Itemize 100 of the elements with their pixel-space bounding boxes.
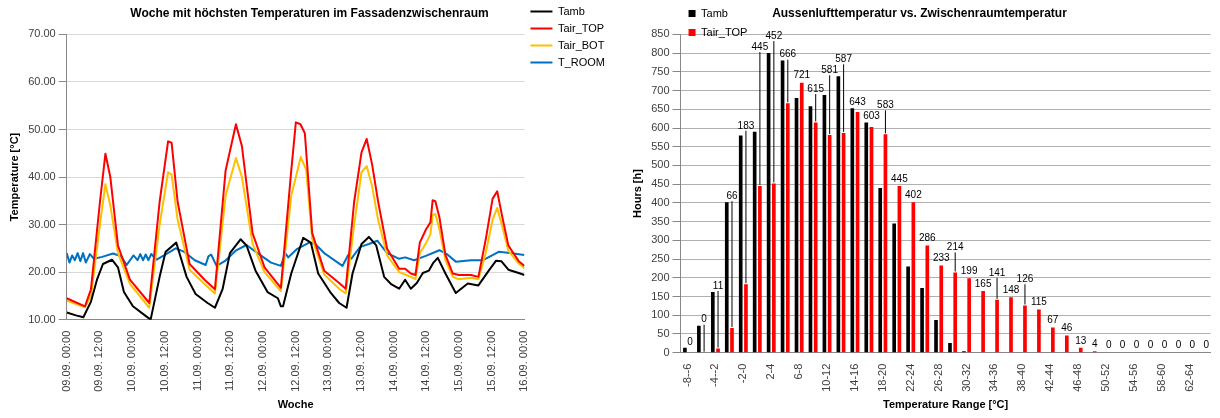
data-label: 115 (1030, 296, 1048, 308)
x-tick-label: 16.09. 00:00 (517, 330, 530, 392)
bar (953, 272, 958, 353)
x-tick-label: 14.09. 12:00 (419, 330, 432, 392)
x-tick-label: 10.09. 00:00 (125, 330, 138, 392)
legend-label: Tamb (557, 4, 585, 17)
data-label: 0 (1189, 339, 1196, 351)
bar (730, 327, 734, 353)
legend-label: Tair_TOP (557, 21, 605, 34)
bar (925, 245, 930, 353)
x-tick-label: 38-40 (1015, 363, 1028, 392)
data-label: 445 (751, 40, 769, 52)
chart-title: Aussenlufttemperatur vs. Zwischenraumtemperatur (772, 5, 1068, 20)
x-tick-label: 09.09. 12:00 (92, 330, 105, 392)
bar (813, 122, 818, 353)
x-tick-label: 62-64 (1182, 363, 1195, 392)
data-label: 721 (793, 69, 811, 81)
data-label: 165 (974, 277, 992, 289)
y-axis-title: Hours [h] (630, 168, 643, 218)
x-tick-label: 14-16 (847, 363, 860, 392)
y-tick-label: 20.00 (28, 265, 56, 278)
data-label: 67 (1047, 314, 1059, 326)
x-tick-label: 34-36 (987, 363, 1000, 392)
bar (785, 103, 790, 353)
y-tick-label: 300 (651, 233, 670, 246)
x-tick-label: 15.09. 12:00 (484, 330, 497, 392)
x-tick-label: 11.09. 12:00 (223, 330, 236, 391)
data-label: 0 (1105, 339, 1112, 351)
bar (697, 325, 701, 353)
bar (934, 320, 938, 353)
y-tick-label: 100 (651, 308, 670, 321)
data-label: 445 (891, 172, 909, 184)
y-tick-label: 0 (663, 345, 670, 358)
bar (981, 290, 985, 353)
bar (772, 183, 776, 353)
x-tick-label: 22-24 (903, 363, 916, 392)
y-tick-label: 550 (651, 139, 670, 152)
bar (892, 223, 896, 353)
bar (1064, 335, 1069, 353)
y-tick-label: 40.00 (28, 170, 56, 183)
data-label: 199 (960, 264, 978, 276)
bar (1009, 297, 1013, 353)
x-tick-label: -4--2 (708, 363, 721, 387)
y-tick-label: 400 (651, 195, 670, 208)
bar (738, 135, 743, 353)
data-label: 233 (932, 252, 951, 264)
legend-label: Tair_TOP (701, 25, 748, 38)
y-tick-label: 750 (651, 64, 670, 77)
x-tick-label: 13.09. 00:00 (321, 330, 334, 392)
data-label: 66 (726, 189, 738, 201)
data-label: 0 (1175, 339, 1182, 351)
y-axis-title: Temperature [°C] (7, 132, 20, 222)
data-label: 0 (701, 313, 708, 325)
data-label: 615 (807, 82, 825, 94)
data-label: 0 (1147, 339, 1154, 351)
x-tick-label: 26-28 (931, 363, 944, 392)
bar (878, 187, 883, 353)
y-tick-label: 10.00 (28, 312, 56, 325)
y-tick-label: 150 (651, 289, 670, 302)
data-label: 0 (687, 335, 694, 347)
bar (724, 202, 729, 353)
y-tick-label: 500 (651, 158, 670, 171)
data-label: 11 (712, 279, 724, 291)
y-tick-label: 450 (651, 177, 670, 190)
bar (799, 82, 804, 353)
data-label: 666 (779, 48, 797, 60)
bar (850, 108, 855, 353)
legend-label: T_ROOM (557, 55, 606, 68)
bar (948, 342, 952, 353)
x-tick-label: 50-52 (1099, 363, 1112, 392)
chart-title: Woche mit höchsten Temperaturen im Fassadenzwischenraum (130, 5, 489, 20)
y-tick-label: 350 (651, 214, 670, 227)
x-tick-label: 30-32 (959, 363, 972, 392)
bar (744, 284, 748, 353)
x-tick-label: 15.09. 00:00 (452, 330, 465, 392)
y-tick-label: 30.00 (28, 217, 56, 230)
bar (967, 278, 971, 353)
data-label: 587 (835, 53, 853, 65)
data-label: 0 (1203, 339, 1210, 351)
x-axis-title: Woche (277, 398, 314, 411)
x-tick-label: 6-8 (792, 363, 805, 380)
x-tick-label: 10.09. 12:00 (157, 330, 170, 392)
x-tick-label: 10-12 (820, 363, 833, 392)
x-tick-label: 13.09. 12:00 (354, 330, 366, 392)
data-label: 141 (988, 266, 1006, 278)
data-label: 4 (1091, 337, 1098, 349)
bar (716, 348, 720, 353)
data-label: 583 (877, 99, 895, 111)
bar (864, 122, 869, 353)
bar (758, 186, 762, 353)
x-tick-label: 09.09. 00:00 (59, 330, 72, 392)
data-label: 183 (737, 119, 755, 131)
data-label: 46 (1061, 322, 1073, 334)
x-tick-label: 14.09. 00:00 (386, 330, 399, 392)
y-tick-label: 800 (651, 46, 670, 59)
bar (1051, 327, 1055, 353)
y-tick-label: 50.00 (28, 122, 56, 135)
x-tick-label: 54-56 (1126, 363, 1139, 392)
y-tick-label: 650 (651, 102, 670, 115)
data-label: 214 (946, 241, 964, 253)
